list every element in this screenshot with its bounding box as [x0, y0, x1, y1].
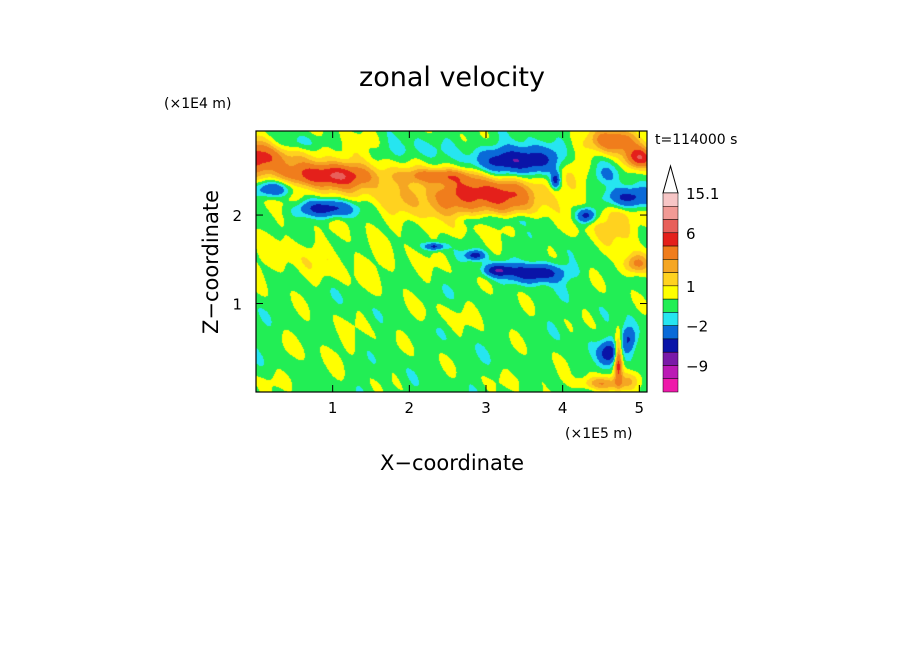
colorbar-label: −2	[686, 318, 708, 336]
colorbar-label: 1	[686, 278, 696, 296]
colorbar-level	[662, 219, 679, 234]
colorbar-overflow-arrow	[662, 164, 679, 194]
colorbar: 15.1 6 1 −2 −9	[662, 164, 719, 393]
y-axis-multiplier: (×1E4 m)	[164, 96, 231, 112]
x-axis-multiplier: (×1E5 m)	[565, 426, 632, 442]
colorbar-level	[662, 365, 679, 379]
time-label: t=114000 s	[655, 132, 737, 148]
x-tick-label: 2	[405, 399, 415, 417]
y-tick-label: 1	[232, 296, 242, 314]
colorbar-level	[662, 192, 679, 207]
colorbar-level	[662, 325, 679, 340]
colorbar-level	[662, 206, 679, 220]
colorbar-level	[662, 245, 679, 260]
x-tick-label: 3	[481, 399, 491, 417]
x-tick-label: 5	[635, 399, 645, 417]
x-tick-label: 4	[558, 399, 568, 417]
colorbar-label: 6	[686, 225, 696, 243]
x-tick-label: 1	[328, 399, 338, 417]
y-tick-label: 2	[232, 207, 242, 225]
colorbar-level	[662, 378, 679, 393]
y-axis-ticks: 12	[232, 207, 647, 314]
colorbar-level	[662, 312, 679, 326]
colorbar-level	[662, 338, 679, 353]
colorbar-level	[662, 272, 679, 287]
x-axis-label: X−coordinate	[380, 451, 524, 475]
colorbar-level	[662, 285, 679, 300]
colorbar-level	[662, 259, 679, 273]
colorbar-level	[662, 298, 679, 313]
colorbar-level	[662, 232, 679, 247]
velocity-field	[256, 131, 647, 392]
x-axis-ticks: 1 2 3 4 5	[328, 131, 644, 417]
plot-frame	[255, 130, 648, 393]
colorbar-label: −9	[686, 357, 708, 375]
chart-title: zonal velocity	[359, 62, 545, 93]
colorbar-level	[662, 351, 679, 366]
colorbar-label: 15.1	[686, 185, 719, 203]
y-axis-label: Z−coordinate	[199, 190, 223, 334]
